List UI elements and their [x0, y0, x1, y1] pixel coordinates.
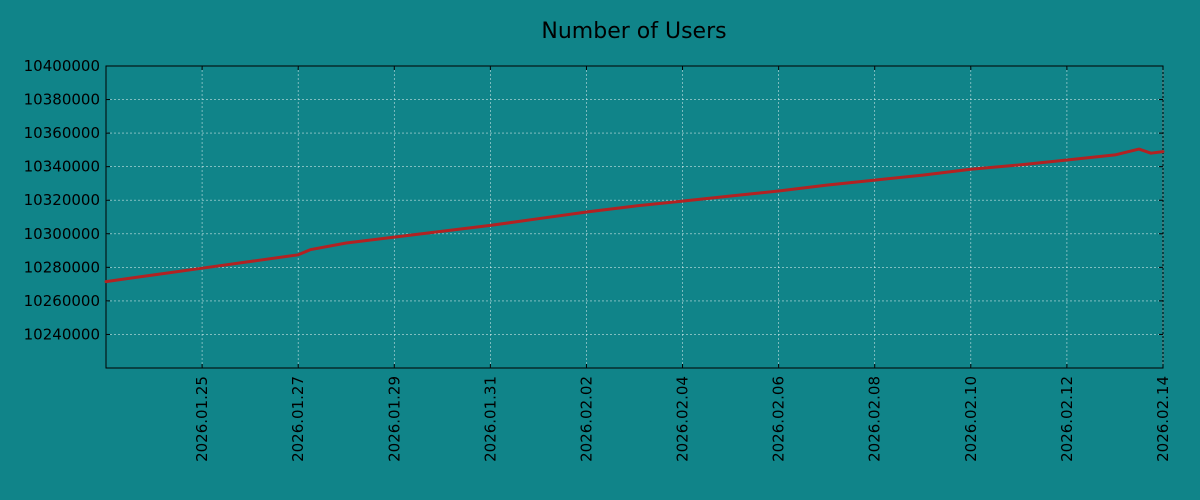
x-tick-label: 2026.02.06 — [770, 376, 788, 462]
series-line — [104, 147, 1165, 284]
x-tick-label: 2026.02.02 — [577, 376, 595, 462]
x-tick-label: 2026.01.25 — [193, 376, 211, 462]
y-tick-label: 10280000 — [24, 258, 100, 276]
y-tick-label: 10300000 — [24, 225, 100, 243]
x-tick-label: 2026.02.08 — [866, 376, 884, 462]
series-layer — [104, 147, 1165, 284]
y-tick-label: 10240000 — [24, 325, 100, 343]
y-tick-label: 10260000 — [24, 292, 100, 310]
plot-area — [105, 65, 1164, 369]
grid-layer — [106, 66, 1164, 368]
y-tick-label: 10400000 — [24, 57, 100, 75]
x-tick-label: 2026.01.31 — [481, 376, 499, 462]
y-tick-label: 10380000 — [24, 91, 100, 109]
y-tick-label: 10360000 — [24, 124, 100, 142]
y-tick-label: 10320000 — [24, 191, 100, 209]
x-tick-label: 2026.01.27 — [289, 376, 307, 462]
x-tick-label: 2026.02.14 — [1154, 376, 1172, 462]
x-tick-label: 2026.02.10 — [962, 376, 980, 462]
chart-title: Number of Users — [541, 19, 726, 44]
x-tick-label: 2026.02.12 — [1058, 376, 1076, 462]
tick-layer: 2026.01.25 2026.01.27 2026.01.29 2026.01.31… — [24, 57, 1172, 462]
x-tick-label: 2026.02.04 — [674, 376, 692, 462]
y-tick-label: 10340000 — [24, 158, 100, 176]
x-tick-label: 2026.01.29 — [385, 376, 403, 462]
